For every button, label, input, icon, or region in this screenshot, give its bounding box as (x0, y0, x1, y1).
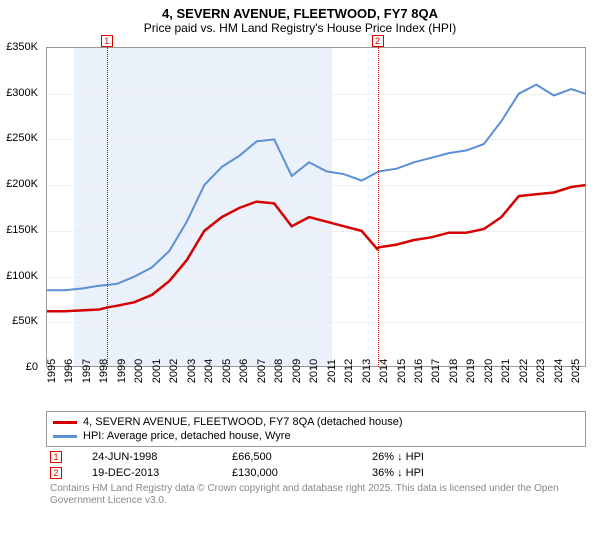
sale-row-marker: 1 (50, 451, 62, 463)
line-series (47, 85, 585, 291)
legend: 4, SEVERN AVENUE, FLEETWOOD, FY7 8QA (de… (46, 411, 586, 507)
sale-row: 2 19-DEC-2013 £130,000 36% ↓ HPI (46, 463, 586, 479)
sale-price: £130,000 (232, 467, 342, 479)
y-axis-label: £300K (0, 87, 38, 99)
y-axis-label: £350K (0, 41, 38, 53)
legend-swatch (53, 435, 77, 438)
y-axis-label: £150K (0, 224, 38, 236)
sale-row: 1 24-JUN-1998 £66,500 26% ↓ HPI (46, 447, 586, 463)
legend-label: HPI: Average price, detached house, Wyre (83, 430, 291, 442)
sale-date: 19-DEC-2013 (92, 467, 202, 479)
y-axis-label: £50K (0, 315, 38, 327)
sale-diff: 36% ↓ HPI (372, 467, 482, 479)
y-axis-label: £0 (0, 361, 38, 373)
sale-marker-line (107, 47, 108, 367)
plot (46, 47, 586, 367)
attribution: Contains HM Land Registry data © Crown c… (46, 479, 586, 507)
sale-date: 24-JUN-1998 (92, 451, 202, 463)
line-series (47, 185, 585, 311)
sale-marker-1: 1 (101, 35, 113, 47)
sale-price: £66,500 (232, 451, 342, 463)
sale-diff: 26% ↓ HPI (372, 451, 482, 463)
sale-marker-line (378, 47, 379, 367)
legend-item: HPI: Average price, detached house, Wyre (53, 429, 579, 443)
sale-marker-2: 2 (372, 35, 384, 47)
page-subtitle: Price paid vs. HM Land Registry's House … (0, 21, 600, 35)
chart-area: £0£50K£100K£150K£200K£250K£300K£350K 12 … (40, 37, 600, 407)
page-title: 4, SEVERN AVENUE, FLEETWOOD, FY7 8QA (0, 6, 600, 21)
sale-row-marker: 2 (50, 467, 62, 479)
y-axis-label: £250K (0, 132, 38, 144)
x-axis-label: 2025 (570, 359, 600, 383)
legend-swatch (53, 421, 77, 424)
y-axis-label: £100K (0, 270, 38, 282)
y-axis-label: £200K (0, 178, 38, 190)
legend-label: 4, SEVERN AVENUE, FLEETWOOD, FY7 8QA (de… (83, 416, 403, 428)
legend-item: 4, SEVERN AVENUE, FLEETWOOD, FY7 8QA (de… (53, 415, 579, 429)
